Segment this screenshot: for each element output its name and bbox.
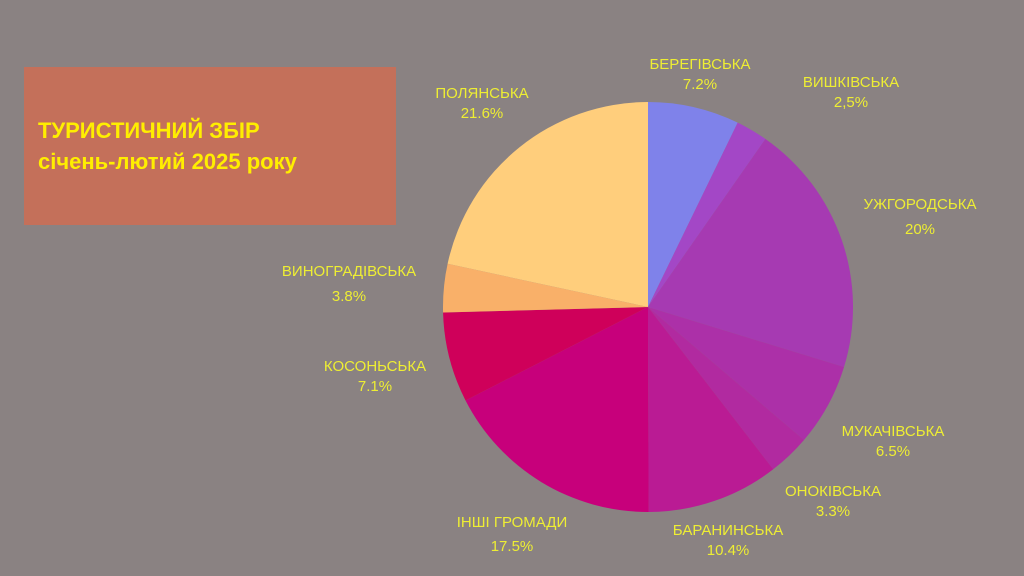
chart-subtitle: січень-лютий 2025 року [38,149,297,174]
slice-name-7: КОСОНЬСЬКА [323,358,427,375]
slice-name-4: ОНОКІВСЬКА [785,483,881,500]
pie-slice-4 [648,307,804,470]
slice-label-2: УЖГОРОДСЬКА 20% [864,192,977,242]
slice-name-6: ІНШІ ГРОМАДИ [456,514,568,531]
slice-percent-7: 7.1% [357,378,393,395]
slice-percent-8: 3.8% [331,288,367,305]
chart-title: ТУРИСТИЧНИЙ ЗБІР [38,118,260,143]
slice-percent-2: 20% [904,221,936,238]
pie-slice-0 [648,102,738,307]
pie-slice-2 [648,138,853,368]
slice-label-6: ІНШІ ГРОМАДИ 17.5% [457,511,568,559]
slice-label-5: БАРАНИНСЬКА 10.4% [673,521,783,561]
slice-percent-0: 7.2% [682,76,718,93]
pie-slice-1 [648,122,766,307]
slice-name-8: ВИНОГРАДІВСЬКА [281,263,417,280]
slice-label-7: КОСОНЬСЬКА 7.1% [324,357,426,397]
title-box: ТУРИСТИЧНИЙ ЗБІР січень-лютий 2025 року [24,67,396,225]
slice-name-9: ПОЛЯНСЬКА [435,85,529,102]
slice-label-0: БЕРЕГІВСЬКА 7.2% [649,55,750,95]
slice-percent-1: 2,5% [833,94,869,111]
pie-slice-3 [648,307,845,440]
slice-label-1: ВИШКІВСЬКА 2,5% [803,73,899,113]
slice-percent-4: 3.3% [815,503,851,520]
pie-slice-9 [447,102,648,307]
slice-label-8: ВИНОГРАДІВСЬКА 3.8% [282,259,416,309]
slice-name-1: ВИШКІВСЬКА [802,74,900,91]
pie-slice-8 [442,263,648,313]
slice-label-9: ПОЛЯНСЬКА 21.6% [435,84,528,124]
slice-percent-3: 6.5% [875,443,911,460]
slice-percent-9: 21.6% [460,105,504,122]
slice-name-3: МУКАЧІВСЬКА [841,423,945,440]
pie-slice-6 [465,307,649,513]
slice-name-5: БАРАНИНСЬКА [672,522,784,539]
slice-percent-5: 10.4% [706,542,750,559]
pie-slice-7 [443,307,648,401]
slice-label-4: ОНОКІВСЬКА 3.3% [785,482,881,522]
pie-slice-5 [648,307,774,512]
slice-name-2: УЖГОРОДСЬКА [863,196,977,213]
slice-name-0: БЕРЕГІВСЬКА [649,56,751,73]
slice-percent-6: 17.5% [490,538,534,555]
slice-label-3: МУКАЧІВСЬКА 6.5% [842,422,945,462]
